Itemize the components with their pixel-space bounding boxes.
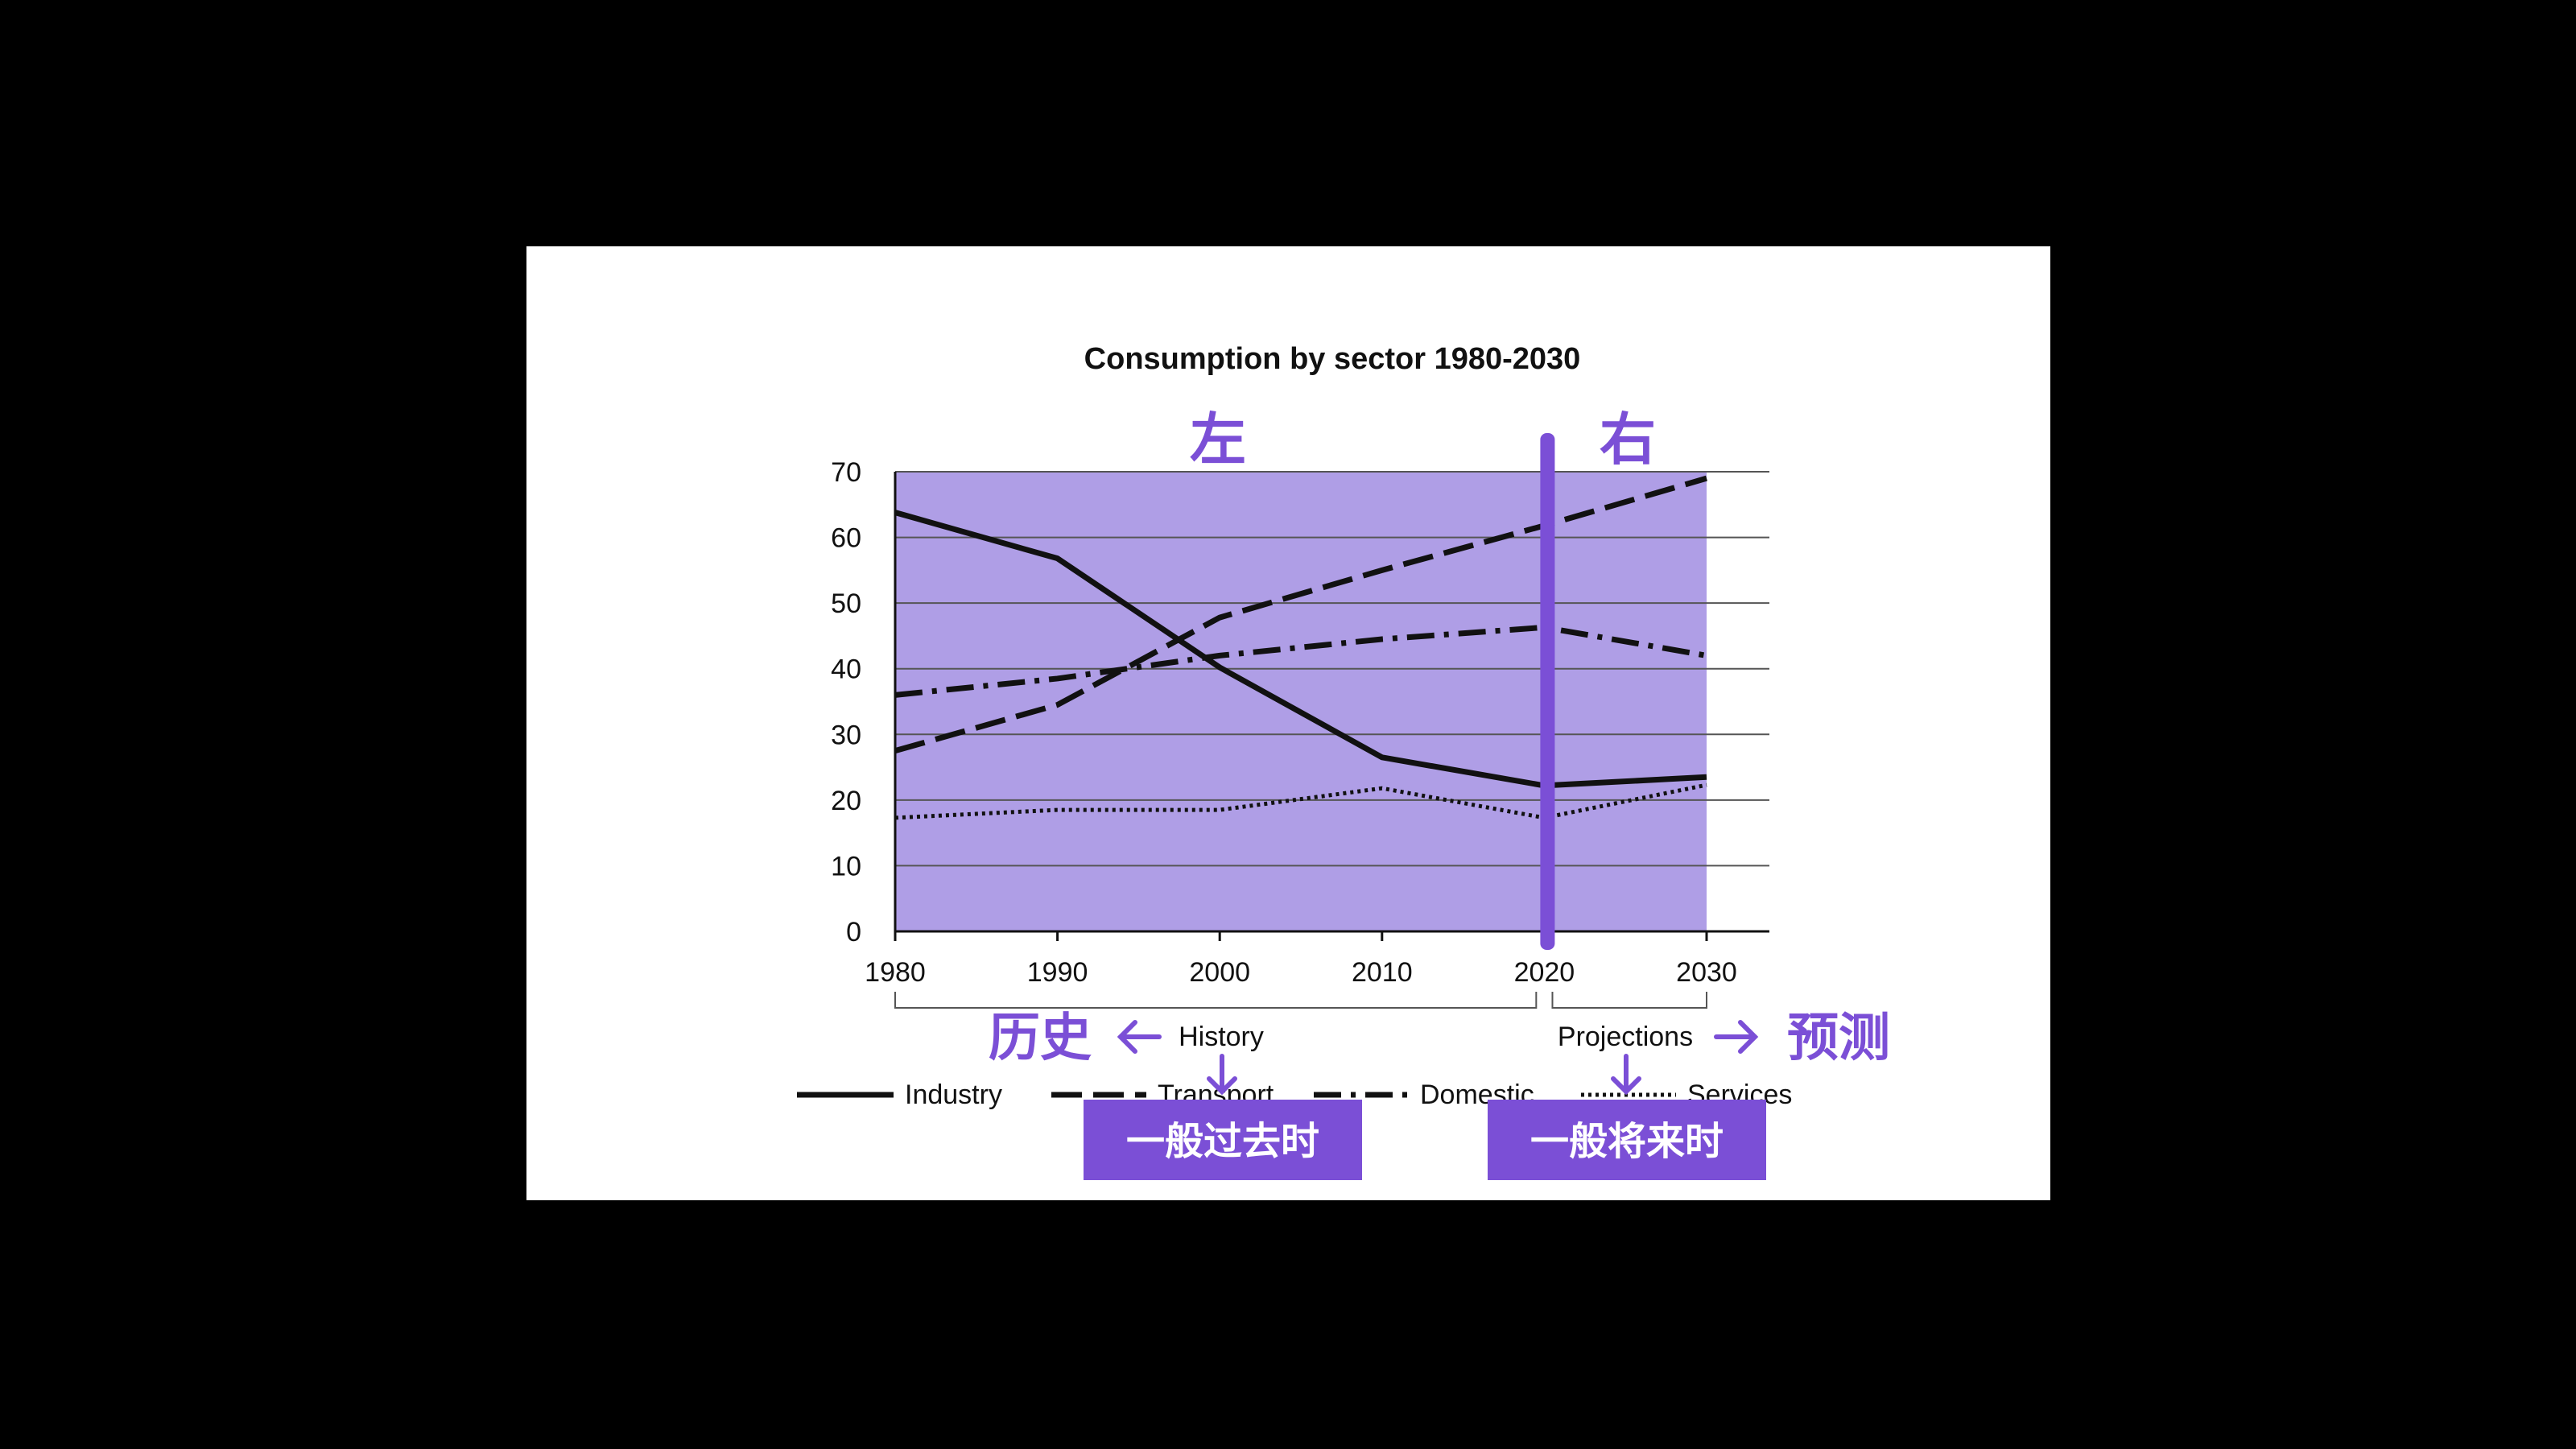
series-line-transport xyxy=(894,475,1707,754)
legend: Industry Transport Domestic Services xyxy=(797,1080,1792,1110)
gridlines xyxy=(895,471,1769,867)
y-tick-labels: 0 10 20 30 40 50 60 70 xyxy=(831,457,861,947)
x-tick-label: 1980 xyxy=(865,957,926,988)
x-tick-label: 2030 xyxy=(1676,957,1737,988)
projections-bracket xyxy=(1551,992,1707,1009)
y-tick-label: 40 xyxy=(831,654,861,685)
series-lines xyxy=(894,475,1707,820)
series-line-domestic xyxy=(894,624,1707,698)
arrow-down-icon xyxy=(1611,1054,1641,1096)
x-tick-labels: 1980 1990 2000 2010 2020 2030 xyxy=(865,957,1737,988)
legend-label-industry: Industry xyxy=(905,1080,1002,1110)
x-tick-label: 2010 xyxy=(1352,957,1413,988)
x-tick-label: 2000 xyxy=(1189,957,1250,988)
period-brackets xyxy=(894,992,1707,1009)
past-tense-label: 一般过去时 xyxy=(1126,1119,1319,1164)
annotation-history-cn: 历史 xyxy=(989,1009,1092,1068)
y-tick-label: 60 xyxy=(831,523,861,554)
chart-title: Consumption by sector 1980-2030 xyxy=(1084,342,1581,376)
future-tense-label: 一般将来时 xyxy=(1530,1119,1724,1164)
series-line-industry xyxy=(894,510,1707,789)
past-tense-box: 一般过去时 xyxy=(1084,1100,1362,1180)
series-line-services xyxy=(894,782,1707,820)
annotation-right: 右 xyxy=(1600,407,1656,473)
x-tick-label: 2020 xyxy=(1514,957,1575,988)
history-projection-divider xyxy=(1540,433,1555,950)
arrow-right-icon xyxy=(1714,1020,1759,1054)
y-tick-label: 50 xyxy=(831,588,861,619)
projections-label: Projections xyxy=(1558,1022,1693,1052)
future-tense-box: 一般将来时 xyxy=(1488,1100,1766,1180)
y-tick-label: 70 xyxy=(831,457,861,488)
history-label: History xyxy=(1179,1022,1264,1052)
y-tick-label: 0 xyxy=(846,917,861,947)
x-tick-label: 1990 xyxy=(1027,957,1088,988)
y-tick-label: 20 xyxy=(831,786,861,816)
annotation-left: 左 xyxy=(1190,407,1246,473)
y-tick-label: 30 xyxy=(831,720,861,750)
plot-area xyxy=(895,472,1707,931)
arrow-down-icon xyxy=(1207,1054,1237,1096)
axes xyxy=(894,472,1769,941)
history-bracket xyxy=(894,992,1538,1009)
arrow-left-icon xyxy=(1117,1020,1162,1054)
annotation-projections-cn: 预测 xyxy=(1787,1009,1890,1068)
y-tick-label: 10 xyxy=(831,851,861,881)
